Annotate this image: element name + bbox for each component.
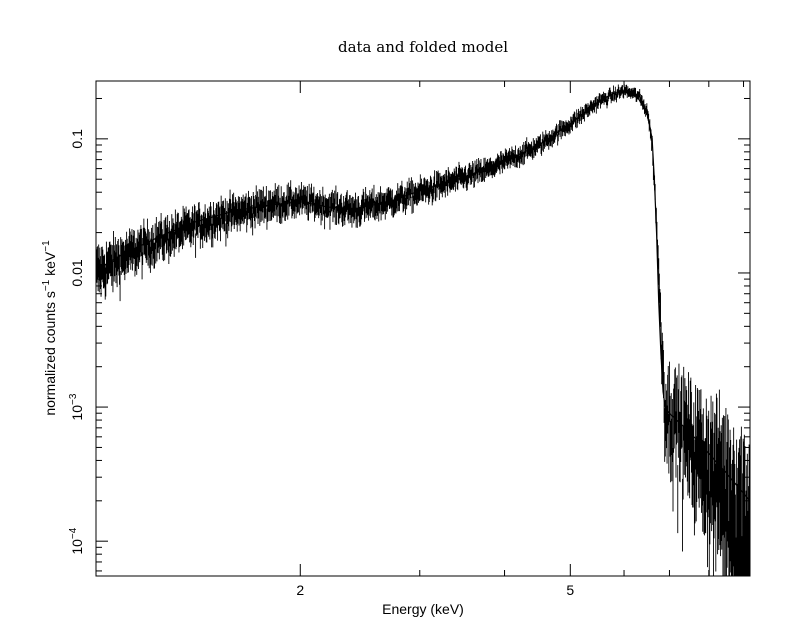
y-axis-label: normalized counts s−1 keV−1 xyxy=(41,240,58,416)
y-tick-labels: 0.1 0.01 10−3 10−4 xyxy=(68,129,85,555)
x-tick-label: 2 xyxy=(296,582,304,598)
plot-area xyxy=(95,80,751,577)
chart-title: data and folded model xyxy=(338,38,508,56)
model-curve xyxy=(95,92,751,502)
x-tick-label: 5 xyxy=(566,582,574,598)
y-tick-label: 10−3 xyxy=(68,393,85,420)
plot-frame xyxy=(95,80,751,577)
x-axis-label: Energy (keV) xyxy=(382,601,464,617)
ticks-layer xyxy=(95,81,750,576)
y-tick-label: 0.1 xyxy=(69,129,85,149)
data-points-layer xyxy=(95,84,751,576)
data-point-error-bars xyxy=(95,84,751,576)
y-tick-label: 0.01 xyxy=(69,259,85,286)
y-tick-label: 10−4 xyxy=(68,527,85,554)
